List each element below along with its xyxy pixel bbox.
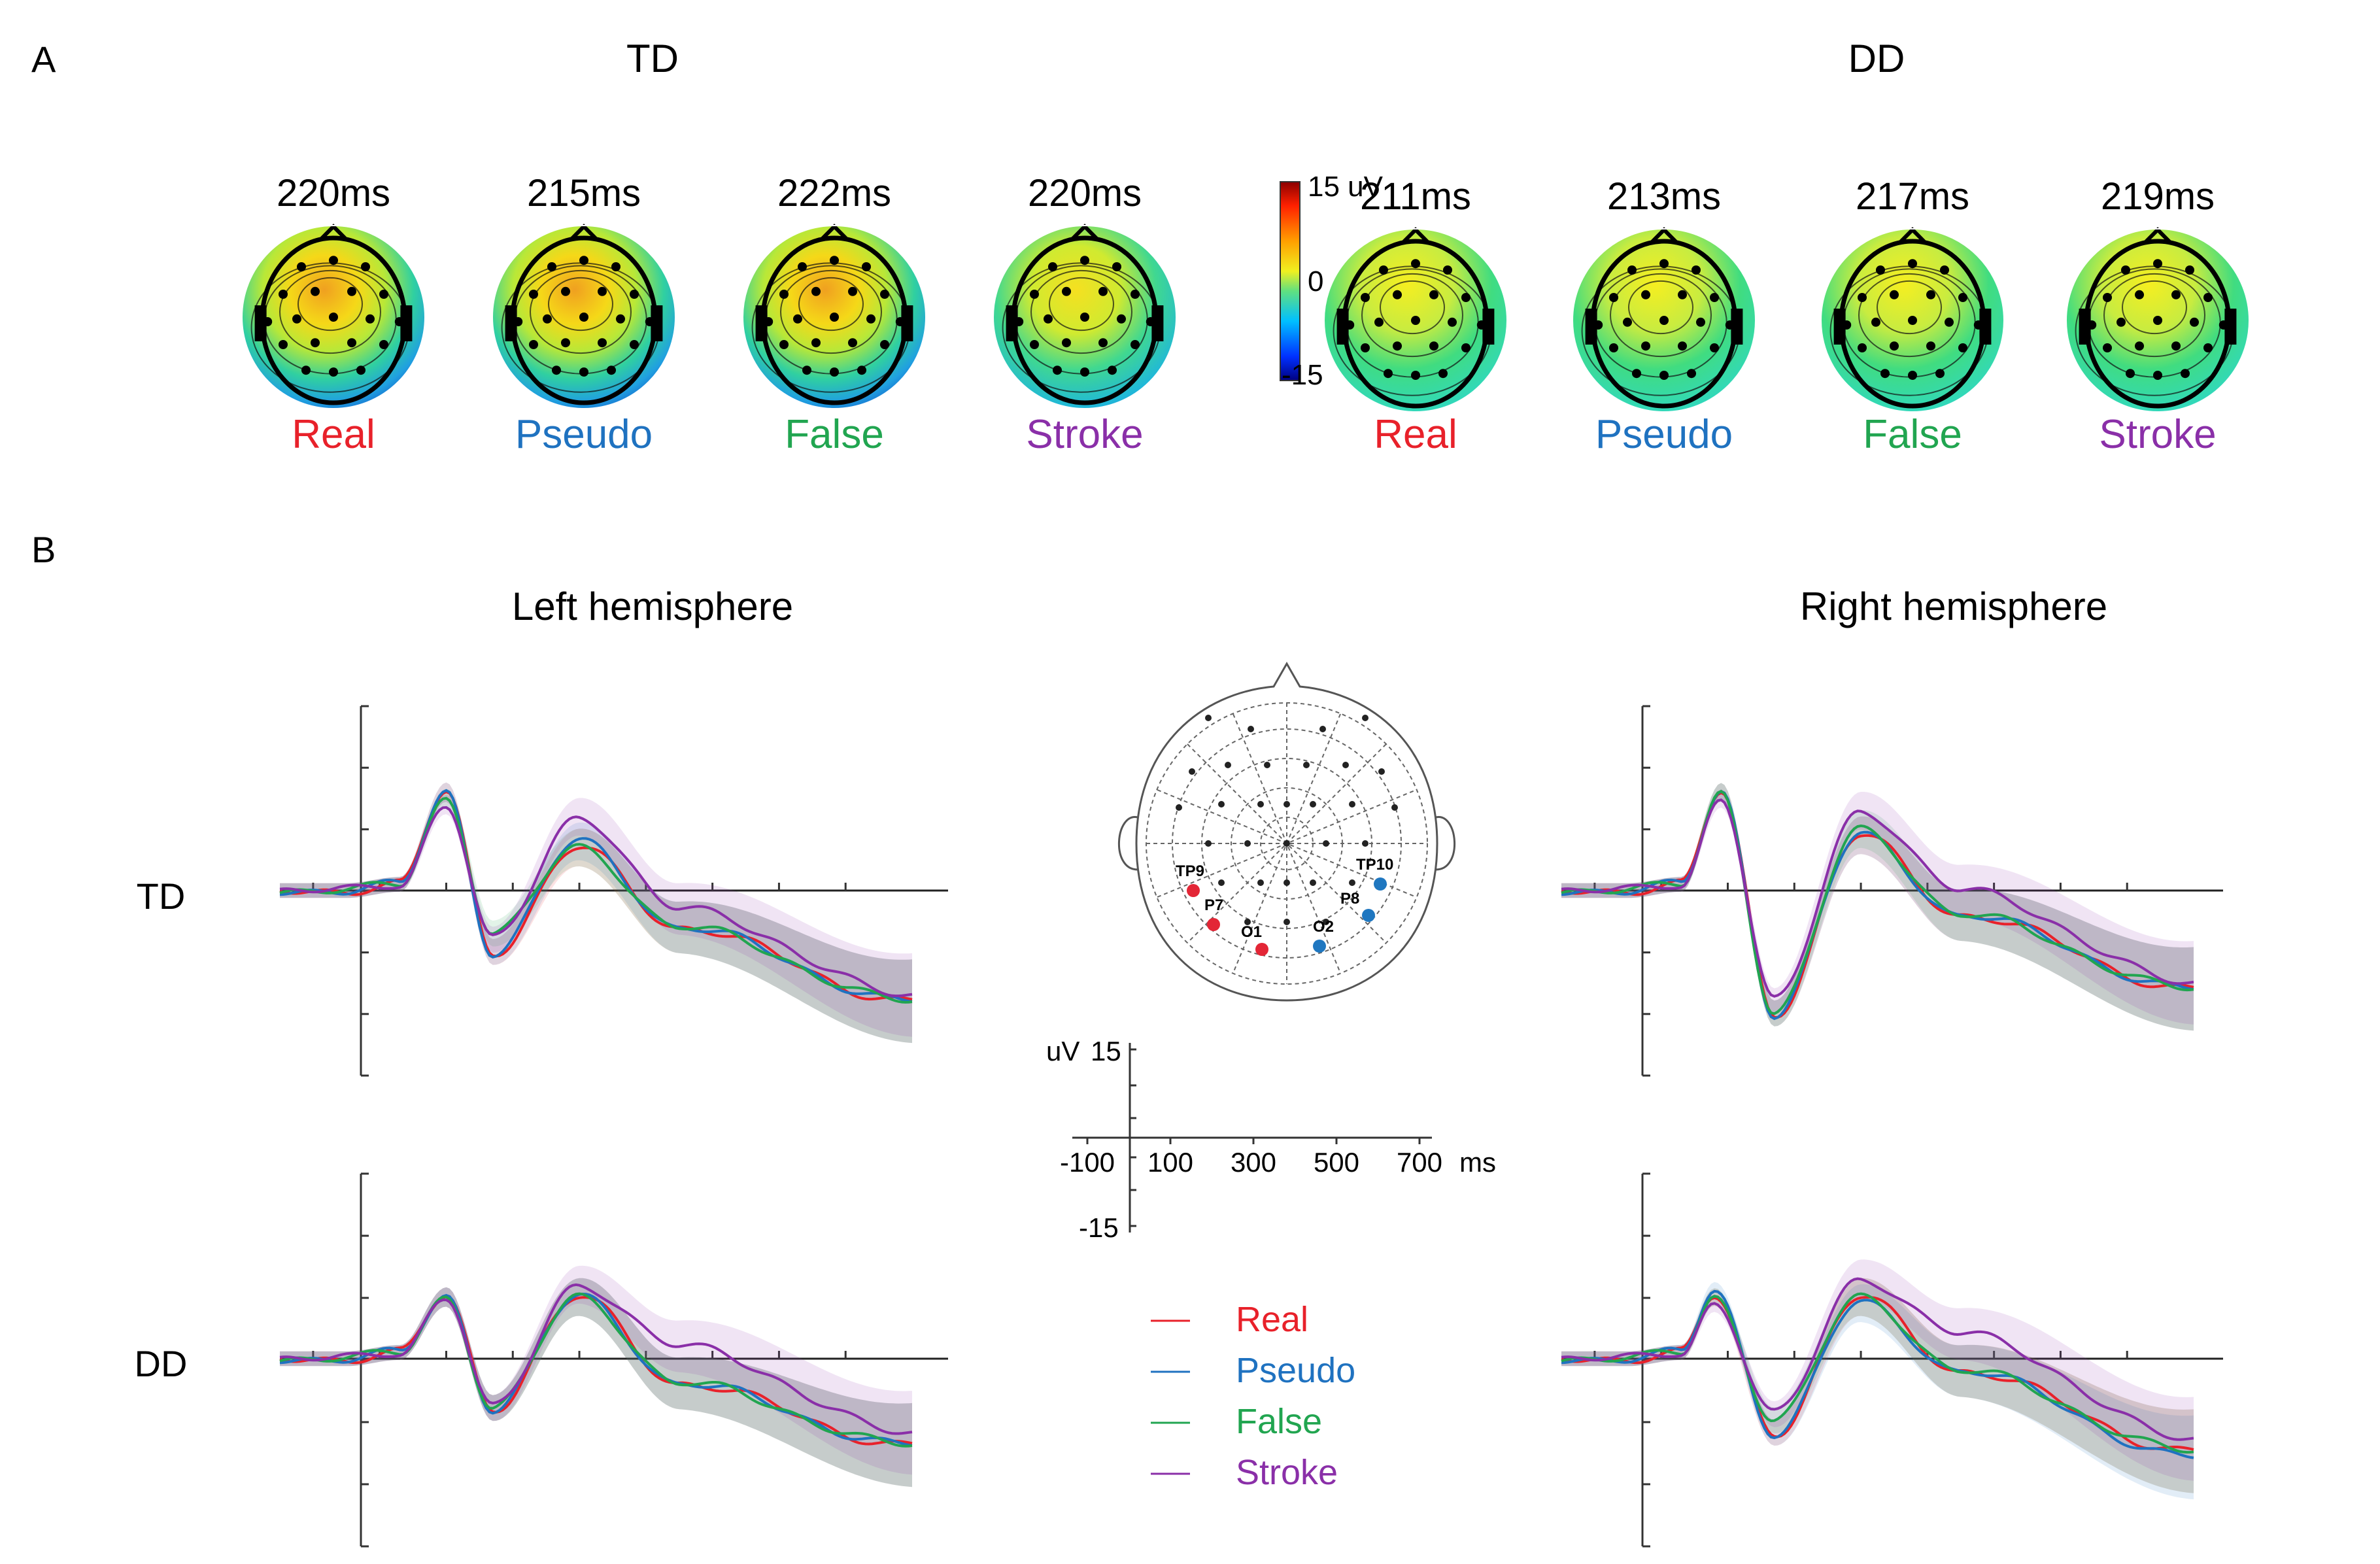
erp-panel-dd-right <box>1561 1172 2223 1548</box>
topomap-time-label: 220ms <box>277 172 390 214</box>
topomap-time-label: 215ms <box>527 172 641 214</box>
electrode-tp9 <box>1187 884 1200 897</box>
error-band-stroke <box>1561 1259 2194 1481</box>
error-band-false <box>1561 783 2194 1031</box>
error-band-real <box>280 782 912 1044</box>
electrode-label: P7 <box>1204 896 1223 914</box>
legend-label-stroke: Stroke <box>1236 1453 1338 1492</box>
right-hemisphere-title: Right hemisphere <box>1800 585 2107 628</box>
scale-x-tick-label: 300 <box>1231 1147 1276 1178</box>
topomap-dd-stroke: 219ms Stroke <box>2066 175 2250 457</box>
electrode-label: P8 <box>1340 890 1359 908</box>
electrode-label: O1 <box>1241 923 1262 941</box>
panel-a-label: A <box>31 39 56 80</box>
panel-b-label: B <box>31 529 56 570</box>
electrode-o2 <box>1313 940 1326 953</box>
topomap-time-label: 219ms <box>2101 175 2215 218</box>
scale-y-unit: uV <box>1046 1036 1080 1066</box>
error-band-real <box>1561 783 2194 1031</box>
left-hemisphere-title: Left hemisphere <box>512 585 793 628</box>
topomap-td-false: 222ms False <box>742 172 926 457</box>
topomap-condition-label: Stroke <box>2099 412 2216 457</box>
topomap-dd-real: 211ms Real <box>1323 175 1508 457</box>
row-label-dd: DD <box>135 1343 188 1384</box>
topomap-td-real: 220ms Real <box>241 172 426 457</box>
topomap-dd-false: 217ms False <box>1820 175 2005 457</box>
erp-panel-td-left <box>279 705 948 1077</box>
electrode-label: TP9 <box>1176 862 1204 880</box>
erp-line-false <box>279 1292 913 1448</box>
error-band-false <box>1561 1278 2194 1493</box>
error-band-pseudo <box>1561 1282 2194 1500</box>
electrode-o1 <box>1255 943 1268 956</box>
scale-x-tick-label: 700 <box>1397 1147 1442 1178</box>
scale-bar: -100 100 300 500 700 uV 15 -15 ms <box>1046 1036 1496 1243</box>
erp-line-false <box>1561 789 2194 1015</box>
legend-label-false: False <box>1236 1402 1322 1441</box>
error-band-false <box>280 789 912 1044</box>
topomap-time-label: 217ms <box>1856 175 1969 218</box>
topomap-dd-pseudo: 213ms Pseudo <box>1572 175 1756 457</box>
scale-x-tick-label: -100 <box>1060 1147 1115 1178</box>
topomap-time-label: 220ms <box>1028 172 1142 214</box>
topomap-td-stroke: 220ms Stroke <box>993 172 1177 457</box>
topomap-condition-label: False <box>785 412 884 457</box>
legend-label-pseudo: Pseudo <box>1236 1351 1355 1390</box>
scale-y-top: 15 <box>1091 1036 1121 1066</box>
topomap-condition-label: Real <box>1374 412 1457 457</box>
row-label-td: TD <box>137 876 186 917</box>
erp-line-stroke <box>279 806 913 998</box>
topomap-condition-label: Real <box>292 412 375 457</box>
scale-y-bottom: -15 <box>1079 1212 1119 1243</box>
error-band-stroke <box>1561 789 2194 1025</box>
error-band-pseudo <box>1561 783 2194 1031</box>
erp-line-stroke <box>279 1283 913 1435</box>
colorbar-min-label: -15 <box>1282 359 1323 391</box>
legend: Real Pseudo False Stroke <box>1151 1300 1355 1492</box>
topomaps: 220ms Real 215ms Pseudo 222ms False 220ms Strok… <box>241 172 2250 457</box>
erp-line-false <box>1561 1292 2194 1454</box>
erp-line-false <box>279 796 913 1004</box>
topomap-td-pseudo: 215ms Pseudo <box>492 172 676 457</box>
dd-group-title: DD <box>1848 37 1905 80</box>
topomap-condition-label: Stroke <box>1026 412 1143 457</box>
colorbar: 15 uV 0 -15 <box>1280 171 1384 391</box>
erp-panels <box>279 705 2223 1548</box>
electrode-label: O2 <box>1313 918 1334 936</box>
erp-line-pseudo <box>279 1293 913 1447</box>
topomap-condition-label: Pseudo <box>1595 412 1733 457</box>
scale-x-tick-label: 500 <box>1314 1147 1359 1178</box>
error-band-stroke <box>280 794 912 1037</box>
topomap-condition-label: False <box>1863 412 1962 457</box>
topomap-time-label: 222ms <box>777 172 891 214</box>
electrode-p7 <box>1207 918 1220 931</box>
scale-x-unit: ms <box>1459 1147 1496 1178</box>
legend-label-real: Real <box>1236 1300 1308 1339</box>
topomap-condition-label: Pseudo <box>515 412 653 457</box>
erp-line-stroke <box>1561 798 2194 998</box>
erp-line-pseudo <box>279 789 913 1003</box>
topomap-time-label: 211ms <box>1360 175 1471 218</box>
electrode-p8 <box>1362 909 1375 922</box>
td-group-title: TD <box>626 37 679 80</box>
erp-panel-dd-left <box>279 1172 948 1548</box>
error-band-real <box>1561 1278 2194 1493</box>
colorbar-max-label: 15 uV <box>1308 171 1384 203</box>
scale-x-tick-label: 100 <box>1148 1147 1193 1178</box>
error-band-pseudo <box>280 782 912 1044</box>
colorbar-mid-label: 0 <box>1308 265 1323 298</box>
error-band-stroke <box>280 1265 912 1475</box>
topomap-time-label: 213ms <box>1607 175 1721 218</box>
erp-line-stroke <box>1561 1277 2194 1441</box>
electrode-tp10 <box>1374 877 1387 891</box>
erp-panel-td-right <box>1561 705 2223 1077</box>
electrode-label: TP10 <box>1356 856 1393 874</box>
